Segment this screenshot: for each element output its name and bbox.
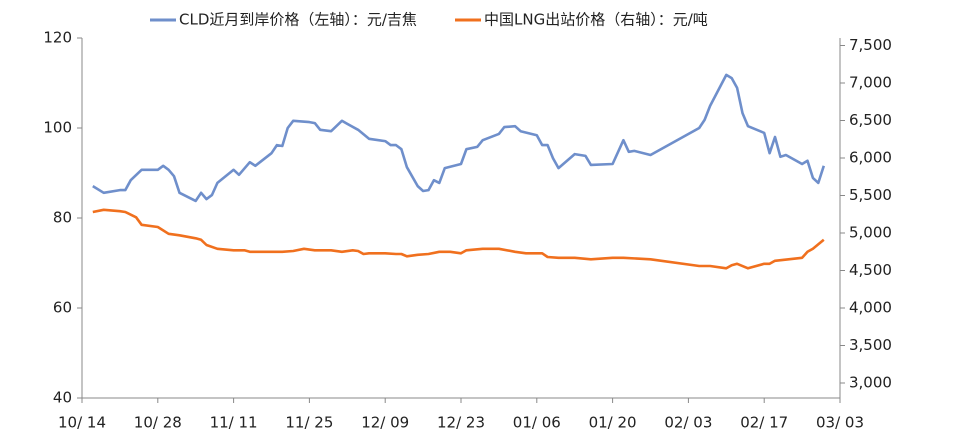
y2-tick-label: 4,000 <box>849 299 892 317</box>
y-tick-label: 100 <box>43 119 72 137</box>
series-line <box>92 208 825 270</box>
x-tick-label: 10/ 28 <box>134 414 182 432</box>
y2-tick-label: 7,000 <box>849 74 892 92</box>
y2-tick-label: 4,500 <box>849 261 892 279</box>
x-tick-label: 12/ 09 <box>361 414 409 432</box>
y2-tick-label: 5,000 <box>849 224 892 242</box>
x-tick-label: 01/ 06 <box>513 414 561 432</box>
legend-label: 中国LNG出站价格（右轴）：元/吨 <box>484 11 708 29</box>
x-tick-label: 11/ 25 <box>285 414 333 432</box>
y-tick-label: 120 <box>43 29 72 47</box>
y2-tick-label: 3,000 <box>849 374 892 392</box>
y-tick-label: 60 <box>53 299 72 317</box>
x-tick-label: 02/ 17 <box>740 414 788 432</box>
series-line <box>92 73 826 203</box>
x-tick-label: 12/ 23 <box>437 414 485 432</box>
x-tick-label: 10/ 14 <box>58 414 106 432</box>
y2-tick-label: 5,500 <box>849 186 892 204</box>
y2-tick-label: 6,000 <box>849 149 892 167</box>
y2-tick-label: 7,500 <box>849 36 892 54</box>
y2-tick-label: 3,500 <box>849 336 892 354</box>
x-tick-label: 03/ 03 <box>816 414 864 432</box>
y-tick-label: 80 <box>53 209 72 227</box>
y2-tick-label: 6,500 <box>849 111 892 129</box>
legend-label: CLD近月到岸价格（左轴）：元/吉焦 <box>179 11 417 29</box>
y-tick-label: 40 <box>53 389 72 407</box>
x-tick-label: 02/ 03 <box>664 414 712 432</box>
x-tick-label: 01/ 20 <box>589 414 637 432</box>
x-tick-label: 11/ 11 <box>210 414 258 432</box>
